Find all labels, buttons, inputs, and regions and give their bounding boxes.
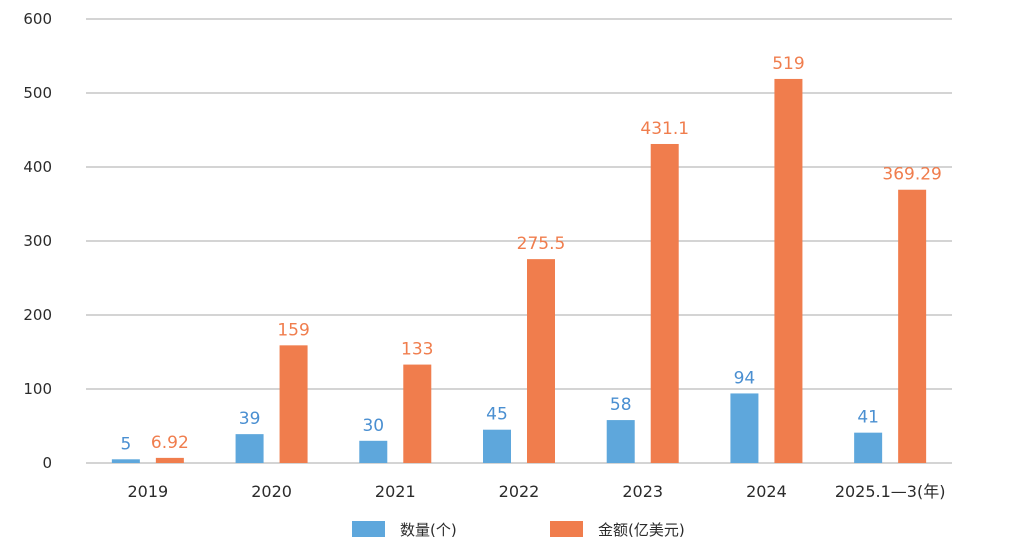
data-label-amount: 275.5 (517, 234, 566, 254)
bar-amount (898, 189, 927, 463)
data-label-amount: 6.92 (151, 433, 189, 453)
x-tick-label: 2023 (622, 482, 663, 501)
bar-count (235, 434, 264, 463)
data-label-count: 30 (362, 416, 384, 436)
y-tick-label: 600 (23, 10, 52, 28)
bar-amount (774, 78, 803, 463)
y-tick-label: 100 (23, 380, 52, 398)
bar-count (359, 440, 388, 463)
data-label-count: 39 (239, 409, 261, 429)
data-label-amount: 159 (277, 320, 309, 340)
y-tick-label: 400 (23, 158, 52, 176)
x-tick-label: 2021 (375, 482, 416, 501)
bar-amount (155, 457, 184, 463)
bar-count (483, 429, 511, 463)
y-tick-label: 300 (23, 232, 52, 250)
data-label-amount: 133 (401, 340, 433, 360)
legend-swatch (352, 521, 385, 537)
data-label-amount: 519 (772, 54, 804, 74)
legend-swatch (550, 521, 583, 537)
bar-amount (403, 364, 432, 463)
data-label-count: 45 (486, 405, 508, 425)
data-label-count: 58 (610, 395, 632, 415)
data-label-amount: 369.29 (882, 165, 941, 185)
legend-label: 金额(亿美元) (598, 521, 685, 539)
bar-amount (650, 143, 679, 463)
bar-amount (527, 259, 555, 463)
bar-count (606, 420, 635, 463)
x-tick-label: 2024 (746, 482, 787, 501)
data-label-amount: 431.1 (640, 119, 689, 139)
legend-label: 数量(个) (400, 521, 457, 539)
data-label-count: 41 (857, 408, 879, 428)
x-tick-label: 2022 (499, 482, 540, 501)
data-label-count: 94 (734, 368, 756, 388)
bar-amount (279, 345, 308, 463)
bar-count (730, 393, 759, 463)
bar-count (111, 459, 140, 463)
bar-count (854, 432, 883, 463)
data-label-count: 5 (120, 434, 131, 454)
x-tick-label: 2020 (251, 482, 292, 501)
y-tick-label: 200 (23, 306, 52, 324)
x-tick-label: 2019 (127, 482, 168, 501)
y-tick-label: 500 (23, 84, 52, 102)
y-tick-label: 0 (42, 454, 52, 472)
x-tick-label: 2025.1—3(年) (835, 482, 946, 501)
